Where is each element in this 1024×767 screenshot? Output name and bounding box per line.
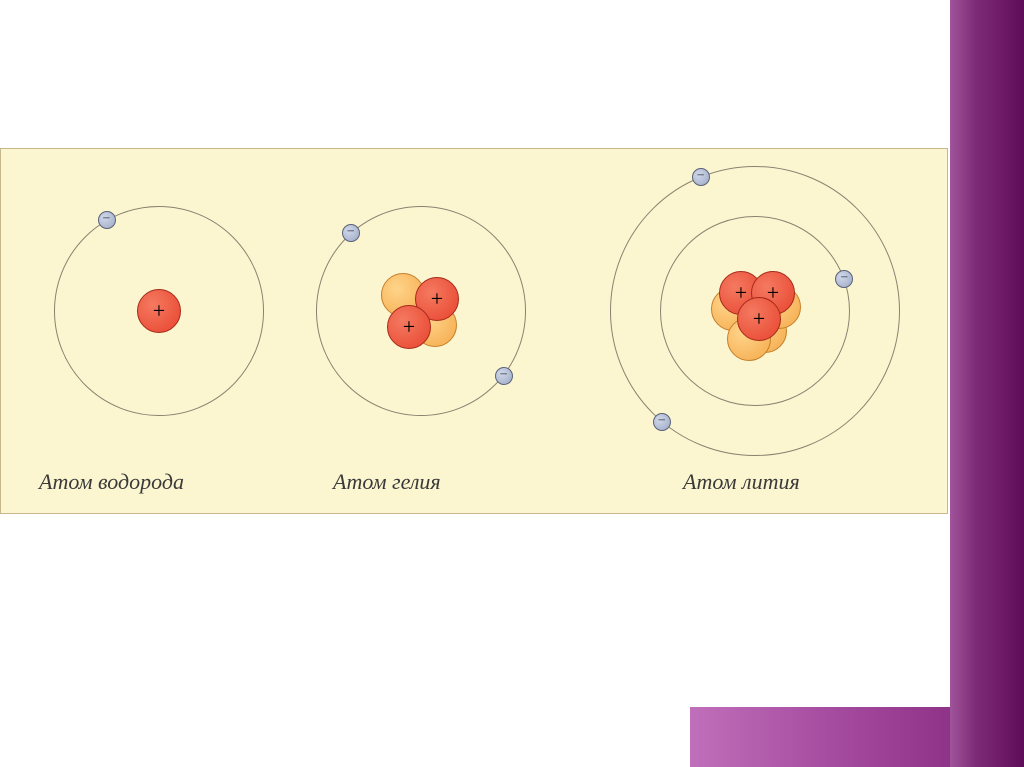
hydrogen-proton-plus-1: + xyxy=(153,300,165,322)
helium-electron-minus-2: − xyxy=(500,368,508,382)
lithium-electron-minus-1: − xyxy=(697,169,705,183)
caption-hydrogen: Атом водорода xyxy=(39,469,184,495)
helium-proton-plus-4: + xyxy=(403,316,415,338)
lithium-electron-minus-3: − xyxy=(658,414,666,428)
decor-stripe-bottom xyxy=(690,707,950,767)
lithium-proton-plus-7: + xyxy=(753,308,765,330)
helium-proton-plus-3: + xyxy=(431,288,443,310)
lithium-electron-minus-2: − xyxy=(840,271,848,285)
caption-helium: Атом гелия xyxy=(333,469,441,495)
decor-stripe-right xyxy=(950,0,1024,767)
helium-electron-minus-1: − xyxy=(347,225,355,239)
hydrogen-electron-minus-1: − xyxy=(103,212,111,226)
atoms-figure: +− Атом водорода ++−− Атом гелия +++−−− … xyxy=(0,148,948,514)
caption-lithium: Атом лития xyxy=(683,469,800,495)
